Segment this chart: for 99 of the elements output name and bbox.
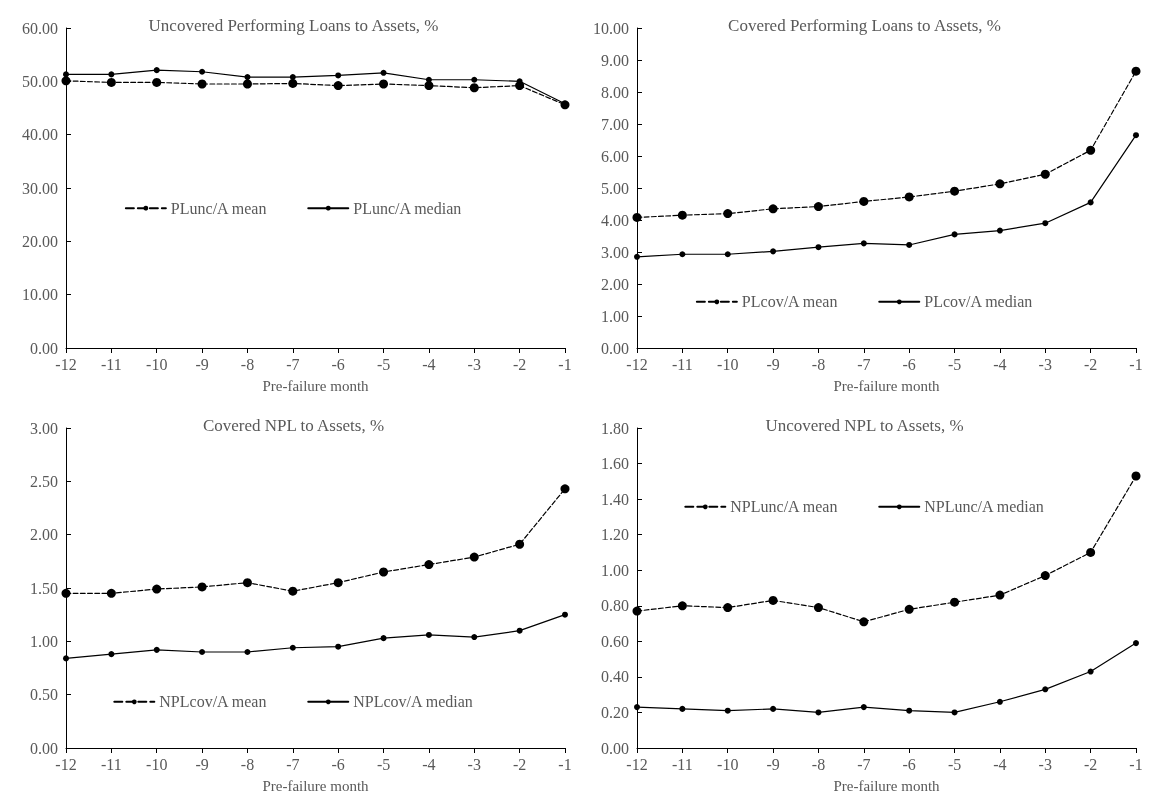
y-tick-label: 1.40 bbox=[601, 490, 629, 508]
y-tick-label: 2.50 bbox=[30, 472, 58, 490]
y-tick-label: 1.00 bbox=[30, 632, 58, 650]
y-tick-label: 2.00 bbox=[30, 526, 58, 544]
y-tick-label: 8.00 bbox=[601, 83, 629, 101]
x-tick-label: -4 bbox=[993, 355, 1007, 373]
x-tick-label: -10 bbox=[717, 355, 739, 373]
x-tick-label: -8 bbox=[240, 755, 255, 773]
x-tick-label: -9 bbox=[766, 355, 780, 373]
legend-label: PLunc/A median bbox=[353, 199, 462, 217]
legend-label: PLunc/A mean bbox=[170, 199, 267, 217]
y-tick-label: 1.60 bbox=[601, 455, 629, 473]
x-tick-label: -3 bbox=[1038, 755, 1052, 773]
x-tick-label: -7 bbox=[857, 355, 871, 373]
x-tick-label: -7 bbox=[286, 755, 300, 773]
x-tick-label: -11 bbox=[101, 355, 122, 373]
chart-title: Covered NPL to Assets, % bbox=[202, 416, 385, 435]
y-tick-label: 7.00 bbox=[601, 115, 629, 133]
legend-label: NPLcov/A mean bbox=[159, 693, 267, 711]
y-tick-label: 0.00 bbox=[601, 339, 629, 357]
y-tick-label: 1.80 bbox=[601, 419, 629, 437]
y-tick-label: 3.00 bbox=[30, 419, 58, 437]
x-tick-label: -10 bbox=[146, 355, 168, 373]
y-tick-label: 40.00 bbox=[22, 126, 58, 144]
x-tick-label: -4 bbox=[993, 755, 1007, 773]
x-tick-label: -7 bbox=[286, 355, 300, 373]
x-tick-label: -11 bbox=[672, 355, 693, 373]
y-tick-label: 0.50 bbox=[30, 686, 58, 704]
y-tick-label: 0.40 bbox=[601, 668, 629, 686]
x-tick-label: -2 bbox=[1083, 755, 1098, 773]
x-tick-label: -9 bbox=[195, 355, 209, 373]
x-tick-label: -10 bbox=[146, 755, 168, 773]
x-tick-label: -2 bbox=[512, 755, 527, 773]
x-tick-label: -12 bbox=[626, 755, 648, 773]
chart-title: Uncovered Performing Loans to Assets, % bbox=[148, 16, 439, 35]
x-tick-label: -10 bbox=[717, 755, 739, 773]
y-tick-label: 1.50 bbox=[30, 579, 58, 597]
x-tick-label: -4 bbox=[422, 355, 436, 373]
x-tick-label: -12 bbox=[55, 355, 77, 373]
x-tick-label: -2 bbox=[512, 355, 527, 373]
y-tick-label: 0.80 bbox=[601, 597, 629, 615]
x-tick-label: -11 bbox=[101, 755, 122, 773]
y-tick-label: 3.00 bbox=[601, 243, 629, 261]
x-tick-label: -5 bbox=[947, 755, 962, 773]
y-tick-label: 10.00 bbox=[593, 19, 629, 37]
y-tick-label: 30.00 bbox=[22, 179, 58, 197]
x-tick-label: -3 bbox=[467, 755, 481, 773]
x-axis-title: Pre-failure month bbox=[262, 377, 370, 394]
y-tick-label: 6.00 bbox=[601, 147, 629, 165]
x-tick-label: -12 bbox=[626, 355, 648, 373]
y-tick-label: 60.00 bbox=[22, 19, 58, 37]
y-tick-label: 20.00 bbox=[22, 232, 58, 250]
chart-title: Covered Performing Loans to Assets, % bbox=[728, 16, 1001, 35]
x-axis-title: Pre-failure month bbox=[833, 777, 941, 794]
chart-title: Uncovered NPL to Assets, % bbox=[765, 416, 964, 435]
x-tick-label: -5 bbox=[947, 355, 962, 373]
x-tick-label: -6 bbox=[331, 755, 345, 773]
x-axis-title: Pre-failure month bbox=[833, 377, 941, 394]
x-tick-label: -3 bbox=[467, 355, 481, 373]
y-tick-label: 0.60 bbox=[601, 632, 629, 650]
legend-label: NPLcov/A median bbox=[353, 693, 473, 711]
x-tick-label: -6 bbox=[331, 355, 345, 373]
x-tick-label: -2 bbox=[1083, 355, 1098, 373]
y-tick-label: 10.00 bbox=[22, 286, 58, 304]
x-tick-label: -9 bbox=[195, 755, 209, 773]
x-tick-label: -8 bbox=[811, 355, 826, 373]
x-tick-label: -8 bbox=[240, 355, 255, 373]
legend-label: NPLunc/A mean bbox=[730, 498, 838, 516]
x-tick-label: -7 bbox=[857, 755, 871, 773]
legend-label: PLcov/A median bbox=[924, 293, 1033, 311]
y-tick-label: 2.00 bbox=[601, 275, 629, 293]
legend-label: PLcov/A mean bbox=[741, 293, 838, 311]
y-tick-label: 1.00 bbox=[601, 561, 629, 579]
x-tick-label: -8 bbox=[811, 755, 826, 773]
x-tick-label: -1 bbox=[1129, 755, 1143, 773]
x-tick-label: -1 bbox=[558, 355, 572, 373]
legend-label: NPLunc/A median bbox=[924, 498, 1044, 516]
x-tick-label: -9 bbox=[766, 755, 780, 773]
y-tick-label: 1.20 bbox=[601, 526, 629, 544]
y-tick-label: 0.00 bbox=[30, 739, 58, 757]
y-tick-label: 5.00 bbox=[601, 179, 629, 197]
y-tick-label: 50.00 bbox=[22, 72, 58, 90]
y-tick-label: 0.00 bbox=[30, 339, 58, 357]
x-tick-label: -1 bbox=[1129, 355, 1143, 373]
x-tick-label: -4 bbox=[422, 755, 436, 773]
x-tick-label: -3 bbox=[1038, 355, 1052, 373]
x-tick-label: -12 bbox=[55, 755, 77, 773]
y-tick-label: 1.00 bbox=[601, 307, 629, 325]
y-tick-label: 0.00 bbox=[601, 739, 629, 757]
y-tick-label: 4.00 bbox=[601, 211, 629, 229]
x-tick-label: -6 bbox=[902, 755, 916, 773]
y-tick-label: 9.00 bbox=[601, 51, 629, 69]
x-tick-label: -1 bbox=[558, 755, 572, 773]
x-tick-label: -5 bbox=[376, 355, 391, 373]
x-tick-label: -5 bbox=[376, 755, 391, 773]
x-tick-label: -6 bbox=[902, 355, 916, 373]
x-axis-title: Pre-failure month bbox=[262, 777, 370, 794]
x-tick-label: -11 bbox=[672, 755, 693, 773]
y-tick-label: 0.20 bbox=[601, 703, 629, 721]
